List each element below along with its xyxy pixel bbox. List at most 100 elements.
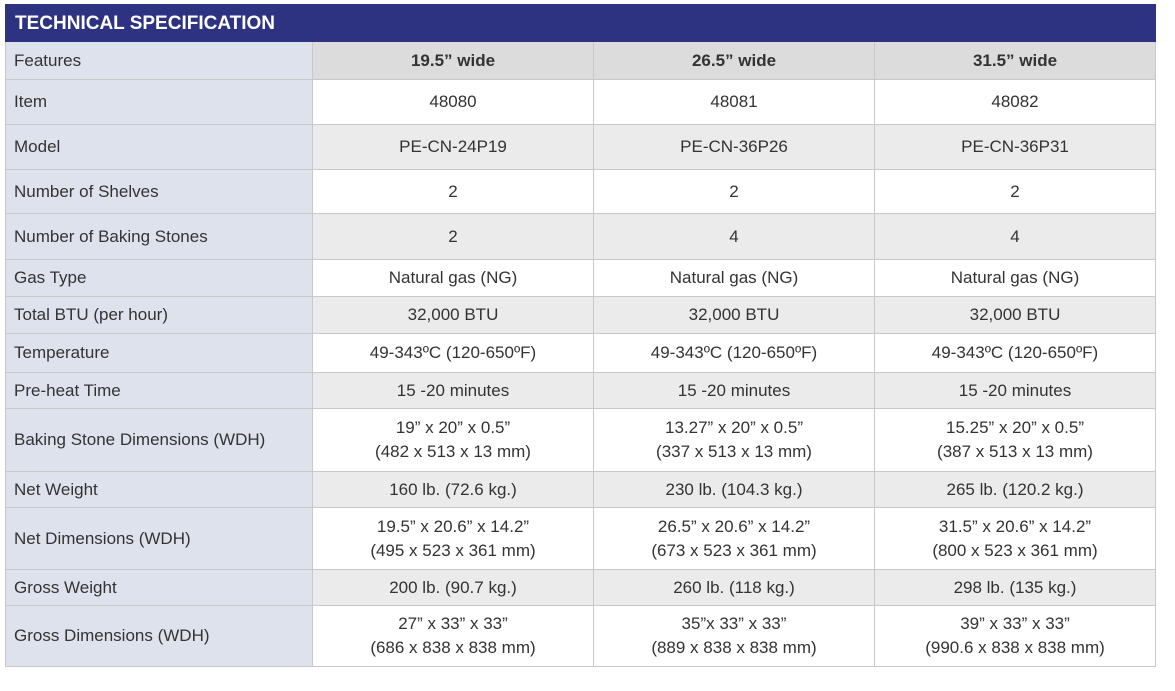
cell-text: Baking Stone Dimensions (WDH) xyxy=(14,430,266,449)
cell-text: (673 x 523 x 361 mm) xyxy=(651,540,817,560)
cell-text: PE-CN-36P26 xyxy=(680,137,788,156)
cell-text: 32,000 BTU xyxy=(407,305,499,324)
value-cell: 2 xyxy=(313,170,594,214)
cell-text: 260 lb. (118 kg.) xyxy=(673,577,795,597)
cell-text: 15.25” x 20” x 0.5” xyxy=(946,418,1084,437)
header-text: 19.5” wide xyxy=(410,50,496,70)
value-cell: 15 -20 minutes xyxy=(594,373,875,409)
value-cell: Natural gas (NG) xyxy=(875,260,1156,297)
cell-text: PE-CN-24P19 xyxy=(399,137,507,156)
value-cell: 19” x 20” x 0.5” (482 x 513 x 13 mm) xyxy=(313,409,594,472)
feature-cell: Net Dimensions (WDH) xyxy=(5,508,313,570)
cell-text: 27” x 33” x 33” xyxy=(398,614,508,633)
cell-text: 48082 xyxy=(991,92,1039,111)
cell-text: 19.5” x 20.6” x 14.2” xyxy=(376,516,530,536)
header-text: Features xyxy=(14,50,82,70)
value-cell: 35”x 33” x 33” (889 x 838 x 838 mm) xyxy=(594,606,875,667)
cell-text: (495 x 523 x 361 mm) xyxy=(370,540,536,560)
cell-text: 2 xyxy=(448,226,458,246)
feature-cell: Temperature xyxy=(5,334,313,373)
cell-text: (889 x 838 x 838 mm) xyxy=(651,638,817,657)
value-cell: 32,000 BTU xyxy=(313,297,594,334)
value-cell: 2 xyxy=(875,170,1156,214)
feature-cell: Pre-heat Time xyxy=(5,373,313,409)
feature-cell: Total BTU (per hour) xyxy=(5,297,313,334)
feature-cell: Item xyxy=(5,80,313,125)
cell-text: 4 xyxy=(729,226,739,246)
cell-text: 26.5” x 20.6” x 14.2” xyxy=(657,516,811,536)
value-cell: 265 lb. (120.2 kg.) xyxy=(875,472,1156,508)
cell-text: 2 xyxy=(1010,181,1020,201)
value-cell: 13.27” x 20” x 0.5” (337 x 513 x 13 mm) xyxy=(594,409,875,472)
feature-cell: Gross Weight xyxy=(5,570,313,606)
cell-text: 15 -20 minutes xyxy=(958,380,1072,400)
cell-text: PE-CN-36P31 xyxy=(961,137,1069,156)
value-cell: 260 lb. (118 kg.) xyxy=(594,570,875,606)
feature-cell: Number of Shelves xyxy=(5,170,313,214)
value-cell: 26.5” x 20.6” x 14.2” (673 x 523 x 361 mm… xyxy=(594,508,875,570)
cell-text: Natural gas (NG) xyxy=(669,268,799,287)
cell-text: 32,000 BTU xyxy=(969,305,1061,324)
header-cell: 26.5” wide xyxy=(594,42,875,80)
cell-text: Model xyxy=(14,137,61,156)
cell-text: Total BTU (per hour) xyxy=(14,305,168,324)
cell-text: 4 xyxy=(1010,226,1020,246)
value-cell: 15 -20 minutes xyxy=(875,373,1156,409)
cell-text: 265 lb. (120.2 kg.) xyxy=(946,479,1084,499)
cell-text: 13.27” x 20” x 0.5” xyxy=(665,418,803,437)
cell-text: Pre-heat Time xyxy=(14,380,121,400)
feature-cell: Model xyxy=(5,125,313,170)
cell-text: Net Weight xyxy=(14,479,98,499)
value-cell: 48082 xyxy=(875,80,1156,125)
value-cell: 19.5” x 20.6” x 14.2” (495 x 523 x 361 mm… xyxy=(313,508,594,570)
value-cell: 39” x 33” x 33” (990.6 x 838 x 838 mm) xyxy=(875,606,1156,667)
cell-text: Natural gas (NG) xyxy=(950,268,1080,287)
value-cell: 230 lb. (104.3 kg.) xyxy=(594,472,875,508)
header-cell: 31.5” wide xyxy=(875,42,1156,80)
value-cell: 27” x 33” x 33” (686 x 838 x 838 mm) xyxy=(313,606,594,667)
value-cell: PE-CN-36P31 xyxy=(875,125,1156,170)
value-cell: PE-CN-36P26 xyxy=(594,125,875,170)
value-cell: 15 -20 minutes xyxy=(313,373,594,409)
value-cell: 4 xyxy=(594,214,875,260)
cell-text: Gross Dimensions (WDH) xyxy=(14,626,210,645)
feature-cell: Net Weight xyxy=(5,472,313,508)
cell-text: (482 x 513 x 13 mm) xyxy=(375,442,531,461)
cell-text: 48080 xyxy=(429,92,477,111)
value-cell: 49-343ºC (120-650ºF) xyxy=(594,334,875,373)
cell-text: Gas Type xyxy=(14,268,87,287)
value-cell: 2 xyxy=(313,214,594,260)
cell-text: (990.6 x 838 x 838 mm) xyxy=(925,638,1105,657)
feature-cell: Gas Type xyxy=(5,260,313,297)
cell-text: (337 x 513 x 13 mm) xyxy=(656,442,812,461)
cell-text: 49-343ºC (120-650ºF) xyxy=(650,343,818,362)
feature-cell: Number of Baking Stones xyxy=(5,214,313,260)
cell-text: 49-343ºC (120-650ºF) xyxy=(931,343,1099,362)
cell-text: Item xyxy=(14,92,48,111)
value-cell: 32,000 BTU xyxy=(875,297,1156,334)
cell-text: 200 lb. (90.7 kg.) xyxy=(389,577,517,597)
value-cell: 298 lb. (135 kg.) xyxy=(875,570,1156,606)
feature-cell: Gross Dimensions (WDH) xyxy=(5,606,313,667)
cell-text: 2 xyxy=(729,181,739,201)
cell-text: 19” x 20” x 0.5” xyxy=(395,418,511,437)
cell-text: 35”x 33” x 33” xyxy=(681,614,787,633)
header-cell: Features xyxy=(5,42,313,80)
cell-text: Gross Weight xyxy=(14,577,117,597)
cell-text: 49-343ºC (120-650ºF) xyxy=(369,343,537,362)
cell-text: Number of Shelves xyxy=(14,181,159,201)
value-cell: 2 xyxy=(594,170,875,214)
value-cell: 31.5” x 20.6” x 14.2” (800 x 523 x 361 mm… xyxy=(875,508,1156,570)
value-cell: 160 lb. (72.6 kg.) xyxy=(313,472,594,508)
cell-text: (686 x 838 x 838 mm) xyxy=(370,638,536,657)
cell-text: 2 xyxy=(448,181,458,201)
value-cell: 49-343ºC (120-650ºF) xyxy=(313,334,594,373)
cell-text: 48081 xyxy=(710,92,758,111)
header-text: 26.5” wide xyxy=(691,50,777,70)
cell-text: 230 lb. (104.3 kg.) xyxy=(665,479,803,499)
value-cell: 15.25” x 20” x 0.5” (387 x 513 x 13 mm) xyxy=(875,409,1156,472)
value-cell: 4 xyxy=(875,214,1156,260)
value-cell: 49-343ºC (120-650ºF) xyxy=(875,334,1156,373)
header-cell: 19.5” wide xyxy=(313,42,594,80)
